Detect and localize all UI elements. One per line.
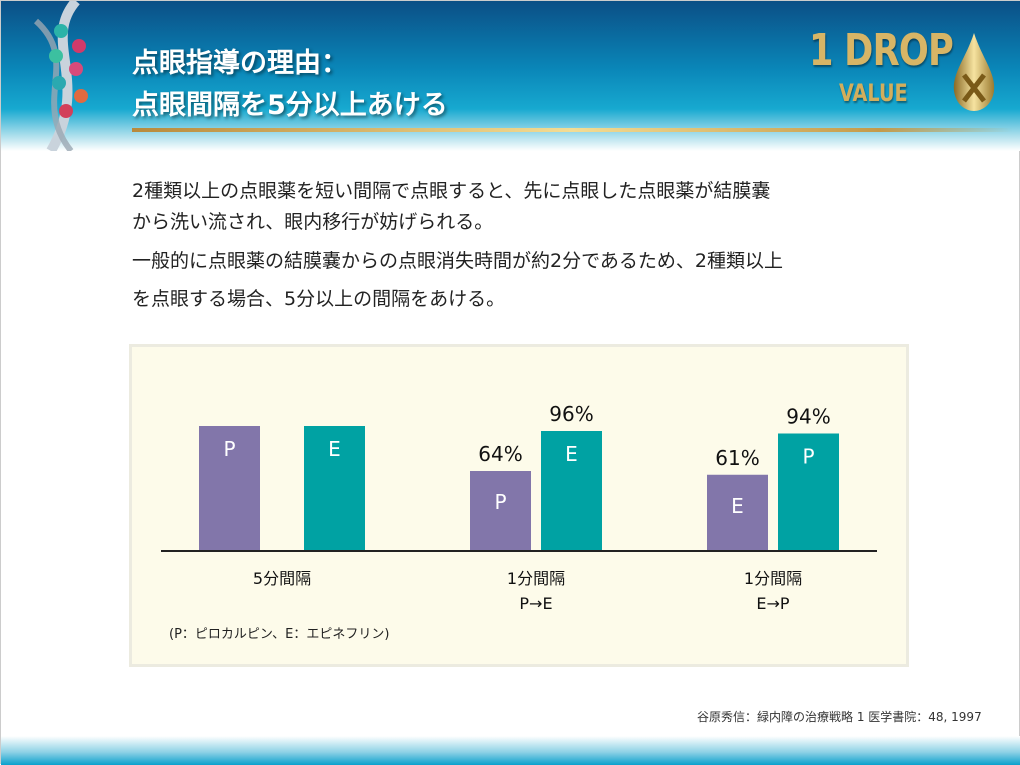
- gold-drop-icon: [953, 33, 995, 111]
- header-banner: 点眼指導の理由： 点眼間隔を5分以上あける 1 DROP VALUE: [1, 1, 1020, 151]
- category-label: P→E: [519, 594, 552, 613]
- data-label: 61%: [715, 446, 759, 470]
- category-label: E→P: [756, 594, 790, 613]
- bar-chart: P E 5分間隔 P 64% E 96% 1分間隔 P→E E 61% P 94% 1分間隔 E→P: [161, 402, 877, 613]
- body-text-line: 2種類以上の点眼薬を短い間隔で点眼すると、先に点眼した点眼薬が結膜嚢: [132, 180, 771, 202]
- logo: 1 DROP VALUE: [809, 25, 1009, 115]
- dna-helix-icon: [33, 1, 88, 151]
- footer-bar: [1, 736, 1020, 765]
- bar: [778, 433, 839, 551]
- bar-label: P: [223, 437, 235, 461]
- bar-label: P: [802, 445, 814, 469]
- body-text-line: を点眼する場合、5分以上の間隔をあける。: [132, 288, 506, 310]
- category-label: 1分間隔: [744, 569, 802, 588]
- data-label: 64%: [478, 442, 522, 466]
- body-text-line: から洗い流され、眼内移行が妨げられる。: [132, 211, 494, 233]
- logo-text-2: VALUE: [839, 79, 908, 107]
- chart-panel: P E 5分間隔 P 64% E 96% 1分間隔 P→E E 61% P 94% 1分間隔 E→P: [132, 347, 906, 664]
- page-title-line2: 点眼間隔を5分以上あける: [132, 90, 448, 121]
- bar-label: E: [565, 442, 578, 466]
- bar-label: E: [731, 494, 744, 518]
- data-label: 96%: [549, 402, 593, 426]
- logo-text-1: 1 DROP: [809, 25, 954, 76]
- bar: [199, 426, 260, 551]
- bar: [304, 426, 365, 551]
- body-text-line: 一般的に点眼薬の結膜嚢からの点眼消失時間が約2分であるため、2種類以上: [132, 250, 783, 272]
- bar: [541, 431, 602, 551]
- bar-label: P: [494, 490, 506, 514]
- title-divider: [132, 128, 1012, 132]
- category-label: 5分間隔: [253, 569, 311, 588]
- category-label: 1分間隔: [507, 569, 565, 588]
- chart-legend-note: (P：ピロカルピン、E：エピネフリン): [169, 627, 390, 642]
- bar-label: E: [328, 437, 341, 461]
- bar: [707, 474, 768, 551]
- data-label: 94%: [786, 405, 830, 429]
- bar: [470, 471, 531, 551]
- page-title-line1: 点眼指導の理由：: [132, 48, 348, 79]
- citation: 谷原秀信：緑内障の治療戦略 1 医学書院：48, 1997: [697, 710, 982, 724]
